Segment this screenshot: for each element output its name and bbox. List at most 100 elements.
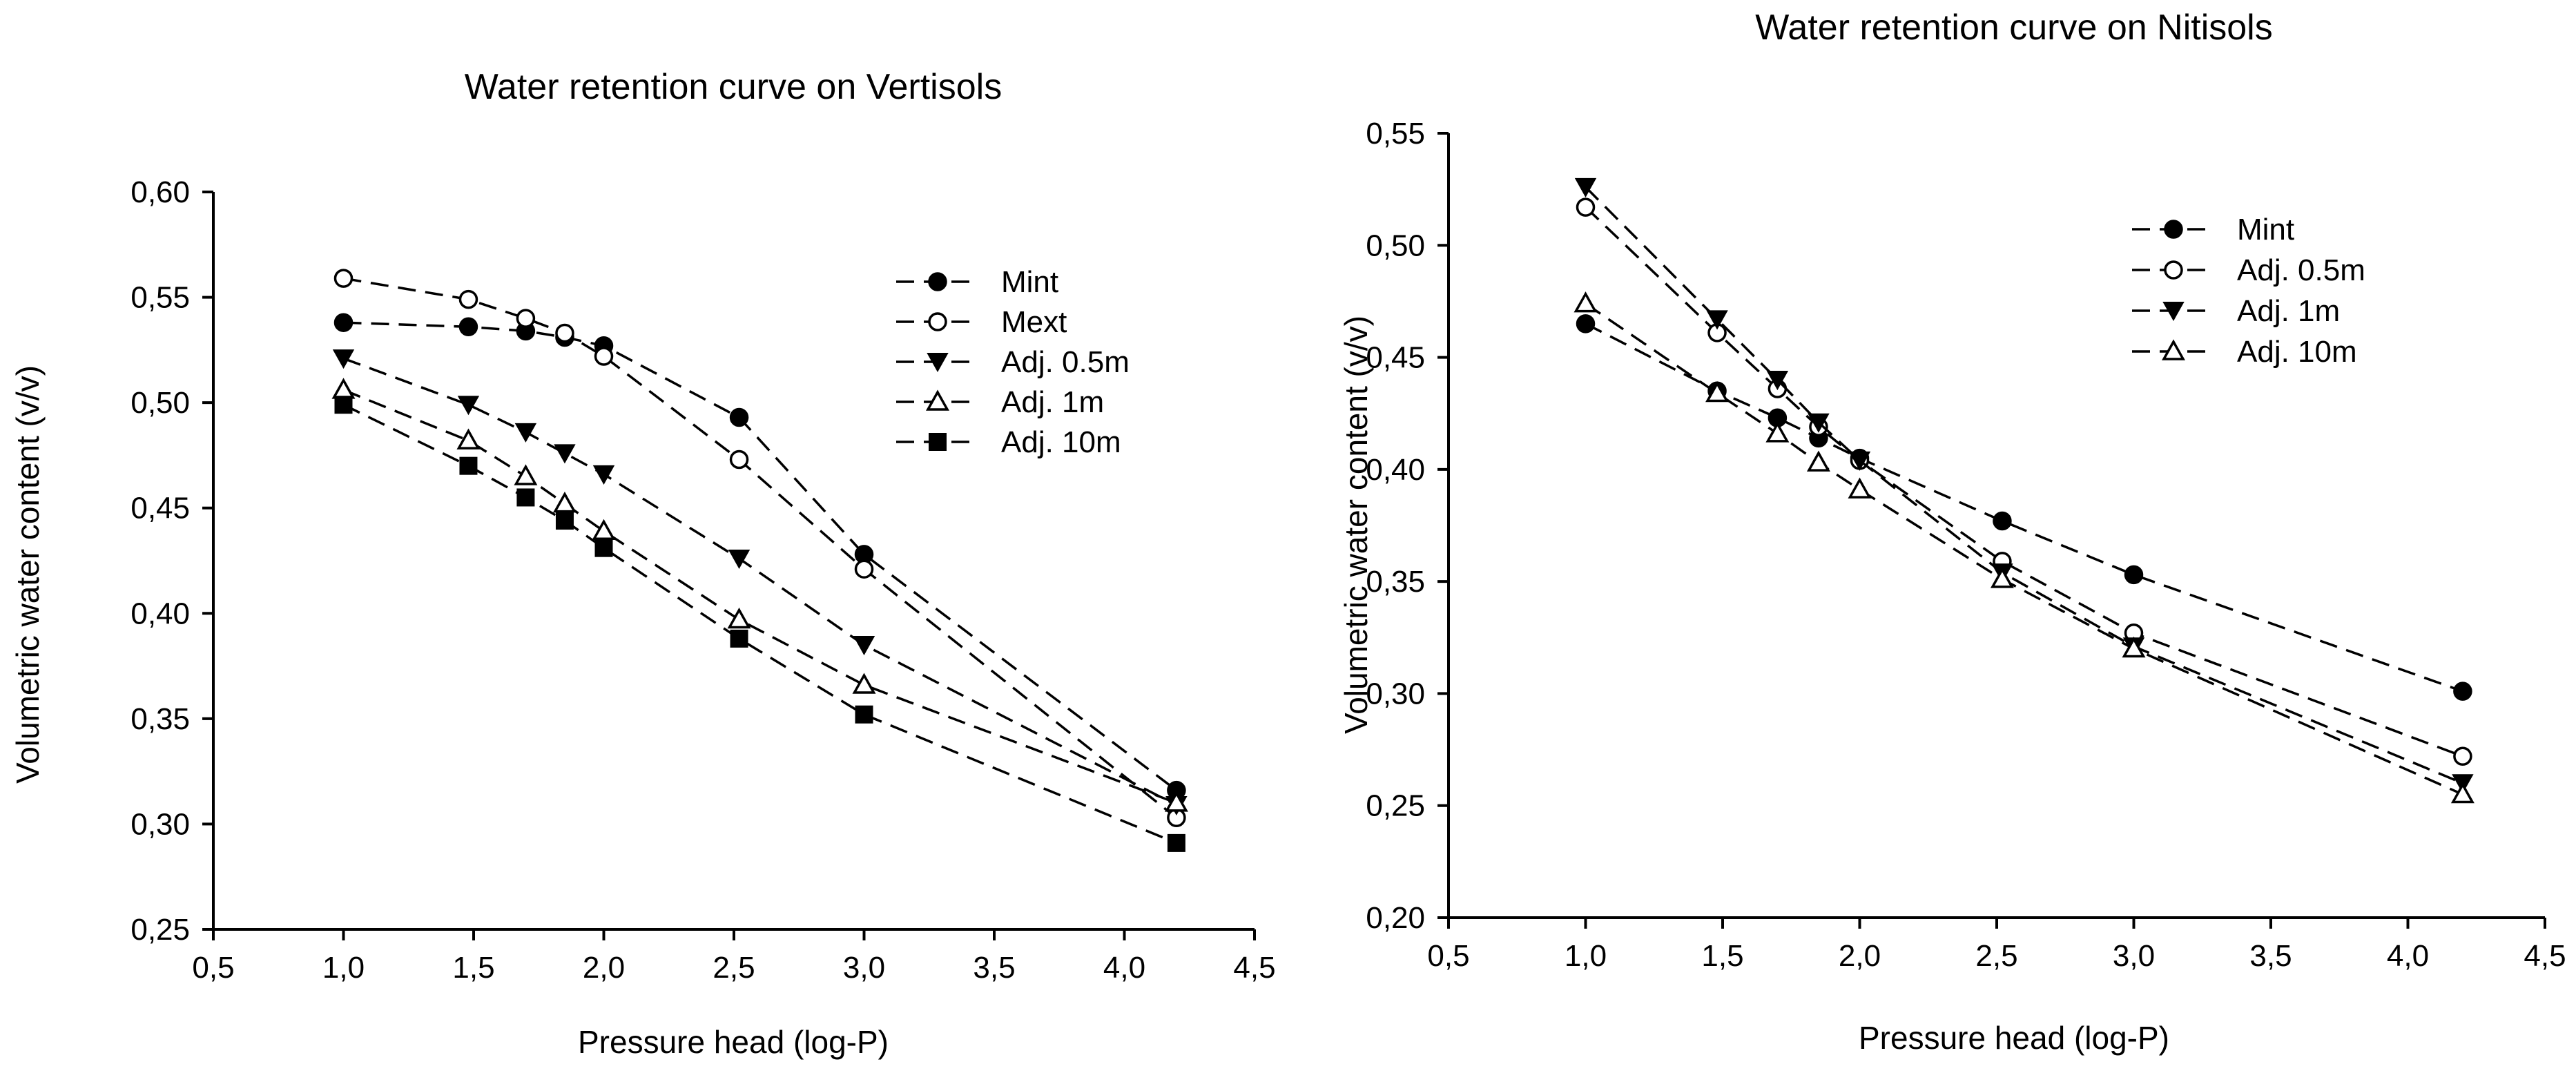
- nitisols-point-adj-1m: [1808, 413, 1830, 433]
- nitisols-y-tick-label: 0,30: [1366, 677, 1425, 710]
- vertisols-x-tick-label: 2,5: [713, 951, 755, 985]
- nitisols-point-adj-0-5m: [2453, 746, 2472, 766]
- vertisols-point-adj-0-5m: [728, 549, 750, 569]
- vertisols-x-tick-label: 1,5: [452, 951, 494, 985]
- vertisols-point-adj-10m: [555, 512, 574, 530]
- vertisols-point-adj-0-5m: [592, 465, 615, 485]
- nitisols-point-adj-10m: [1848, 477, 1872, 499]
- vertisols-point-mext: [516, 309, 536, 328]
- vertisols-point-adj-1m: [1164, 791, 1188, 812]
- vertisols-legend-marker-mext: [928, 312, 947, 331]
- nitisols-point-adj-10m: [1806, 450, 1830, 472]
- nitisols-point-adj-10m: [2450, 782, 2475, 804]
- vertisols-point-adj-0-5m: [853, 636, 875, 656]
- vertisols-series-line-adj-10m: [342, 403, 1177, 844]
- vertisols-y-tick-label: 0,30: [130, 807, 190, 841]
- nitisols-x-tick-label: 4,0: [2387, 939, 2429, 973]
- vertisols-point-adj-1m: [456, 428, 481, 450]
- vertisols-y-tick-label: 0,50: [130, 386, 190, 420]
- nitisols-y-axis-label: Volumetric water content (v/v): [1338, 316, 1374, 734]
- nitisols-series-line-adj-1m: [1585, 186, 2463, 784]
- vertisols-legend-label-adj-0-5m: Adj. 0.5m: [1001, 345, 1130, 379]
- vertisols-x-tick-label: 4,0: [1103, 951, 1145, 985]
- nitisols-legend-marker-adj-0-5m: [2164, 260, 2183, 280]
- vertisols-legend-label-mext: Mext: [1001, 305, 1067, 339]
- nitisols-point-mint: [2453, 682, 2472, 701]
- nitisols-y-tick-label: 0,35: [1366, 565, 1425, 599]
- nitisols-point-adj-1m: [1848, 451, 1871, 471]
- vertisols-series-line-mext: [343, 277, 1177, 819]
- nitisols-point-adj-1m: [1766, 371, 1789, 391]
- vertisols-chart: Water retention curve on Vertisols Volum…: [10, 67, 1276, 1060]
- nitisols-x-tick-label: 3,5: [2249, 939, 2292, 973]
- vertisols-legend-marker-adj-10m: [929, 433, 947, 451]
- vertisols-series-line-adj-0-5m: [342, 357, 1177, 806]
- vertisols-legend-marker-mint: [928, 272, 947, 291]
- nitisols-y-tick-label: 0,20: [1366, 901, 1425, 935]
- vertisols-legend-marker-adj-1m: [926, 389, 949, 411]
- vertisols-x-axis-label: Pressure head (log-P): [578, 1024, 889, 1060]
- nitisols-chart: Water retention curve on Nitisols Volume…: [1338, 8, 2566, 1056]
- vertisols-point-mext: [729, 450, 749, 470]
- vertisols-legend: Mint Mext Adj. 0.5m Adj. 1m Adj. 10m: [896, 265, 1130, 459]
- nitisols-point-adj-1m: [1706, 310, 1728, 330]
- nitisols-y-tick-label: 0,25: [1366, 789, 1425, 823]
- nitisols-x-tick-label: 2,5: [1975, 939, 2017, 973]
- vertisols-point-adj-0-5m: [457, 396, 480, 416]
- vertisols-point-adj-1m: [592, 519, 616, 541]
- vertisols-x-tick-label: 2,0: [583, 951, 625, 985]
- vertisols-x-tick-label: 4,5: [1233, 951, 1275, 985]
- vertisols-point-adj-10m: [334, 396, 353, 414]
- vertisols-chart-title: Water retention curve on Vertisols: [465, 67, 1002, 107]
- nitisols-series-line-adj-10m: [1585, 302, 2463, 796]
- vertisols-point-adj-1m: [331, 378, 356, 399]
- vertisols-point-adj-0-5m: [332, 349, 355, 369]
- nitisols-legend-label-adj-0-5m: Adj. 0.5m: [2237, 253, 2365, 287]
- vertisols-point-adj-10m: [594, 539, 613, 557]
- nitisols-legend-marker-adj-1m: [2162, 302, 2185, 322]
- nitisols-chart-title: Water retention curve on Nitisols: [1755, 8, 2272, 48]
- vertisols-legend-marker-adj-0-5m: [927, 353, 949, 373]
- nitisols-y-tick-label: 0,40: [1366, 453, 1425, 487]
- vertisols-x-tick-label: 3,0: [843, 951, 885, 985]
- vertisols-point-mint: [333, 313, 354, 332]
- vertisols-point-mext: [555, 323, 574, 343]
- nitisols-y-tick-label: 0,55: [1366, 117, 1425, 151]
- vertisols-point-mint: [729, 407, 749, 427]
- vertisols-point-adj-1m: [727, 607, 751, 629]
- nitisols-point-adj-10m: [1573, 291, 1598, 313]
- vertisols-point-adj-10m: [516, 488, 535, 507]
- vertisols-point-adj-10m: [1167, 833, 1185, 852]
- vertisols-y-tick-label: 0,60: [130, 175, 190, 209]
- nitisols-x-tick-label: 1,5: [1701, 939, 1743, 973]
- nitisols-legend: Mint Adj. 0.5m Adj. 1m Adj. 10m: [2132, 213, 2365, 369]
- nitisols-y-tick-label: 0,45: [1366, 341, 1425, 375]
- nitisols-x-tick-label: 4,5: [2524, 939, 2566, 973]
- nitisols-legend-marker-mint: [2164, 220, 2183, 239]
- vertisols-x-tick-label: 3,5: [973, 951, 1015, 985]
- vertisols-point-adj-1m: [552, 492, 577, 513]
- nitisols-point-adj-1m: [1574, 177, 1597, 197]
- vertisols-point-adj-1m: [852, 673, 876, 694]
- vertisols-legend-label-adj-1m: Adj. 1m: [1001, 385, 1104, 419]
- nitisols-point-mint: [1993, 511, 2012, 531]
- nitisols-legend-label-adj-10m: Adj. 10m: [2237, 335, 2357, 369]
- vertisols-y-tick-label: 0,25: [130, 913, 190, 947]
- vertisols-y-tick-label: 0,40: [130, 597, 190, 630]
- vertisols-y-tick-label: 0,55: [130, 281, 190, 315]
- nitisols-point-adj-10m: [2122, 636, 2146, 658]
- vertisols-legend-label-adj-10m: Adj. 10m: [1001, 425, 1121, 459]
- vertisols-series-line-mint: [343, 321, 1177, 791]
- vertisols-point-mext: [854, 559, 874, 579]
- nitisols-y-tick-label: 0,50: [1366, 229, 1425, 262]
- nitisols-legend-label-adj-1m: Adj. 1m: [2237, 294, 2340, 328]
- nitisols-legend-marker-adj-10m: [2162, 339, 2185, 360]
- nitisols-legend-label-mint: Mint: [2237, 213, 2294, 246]
- vertisols-point-mext: [333, 269, 354, 288]
- nitisols-series-line-mint: [1585, 322, 2463, 693]
- vertisols-point-adj-0-5m: [554, 444, 576, 464]
- nitisols-x-tick-label: 0,5: [1427, 939, 1469, 973]
- nitisols-x-tick-label: 1,0: [1565, 939, 1607, 973]
- nitisols-x-tick-label: 2,0: [1839, 939, 1881, 973]
